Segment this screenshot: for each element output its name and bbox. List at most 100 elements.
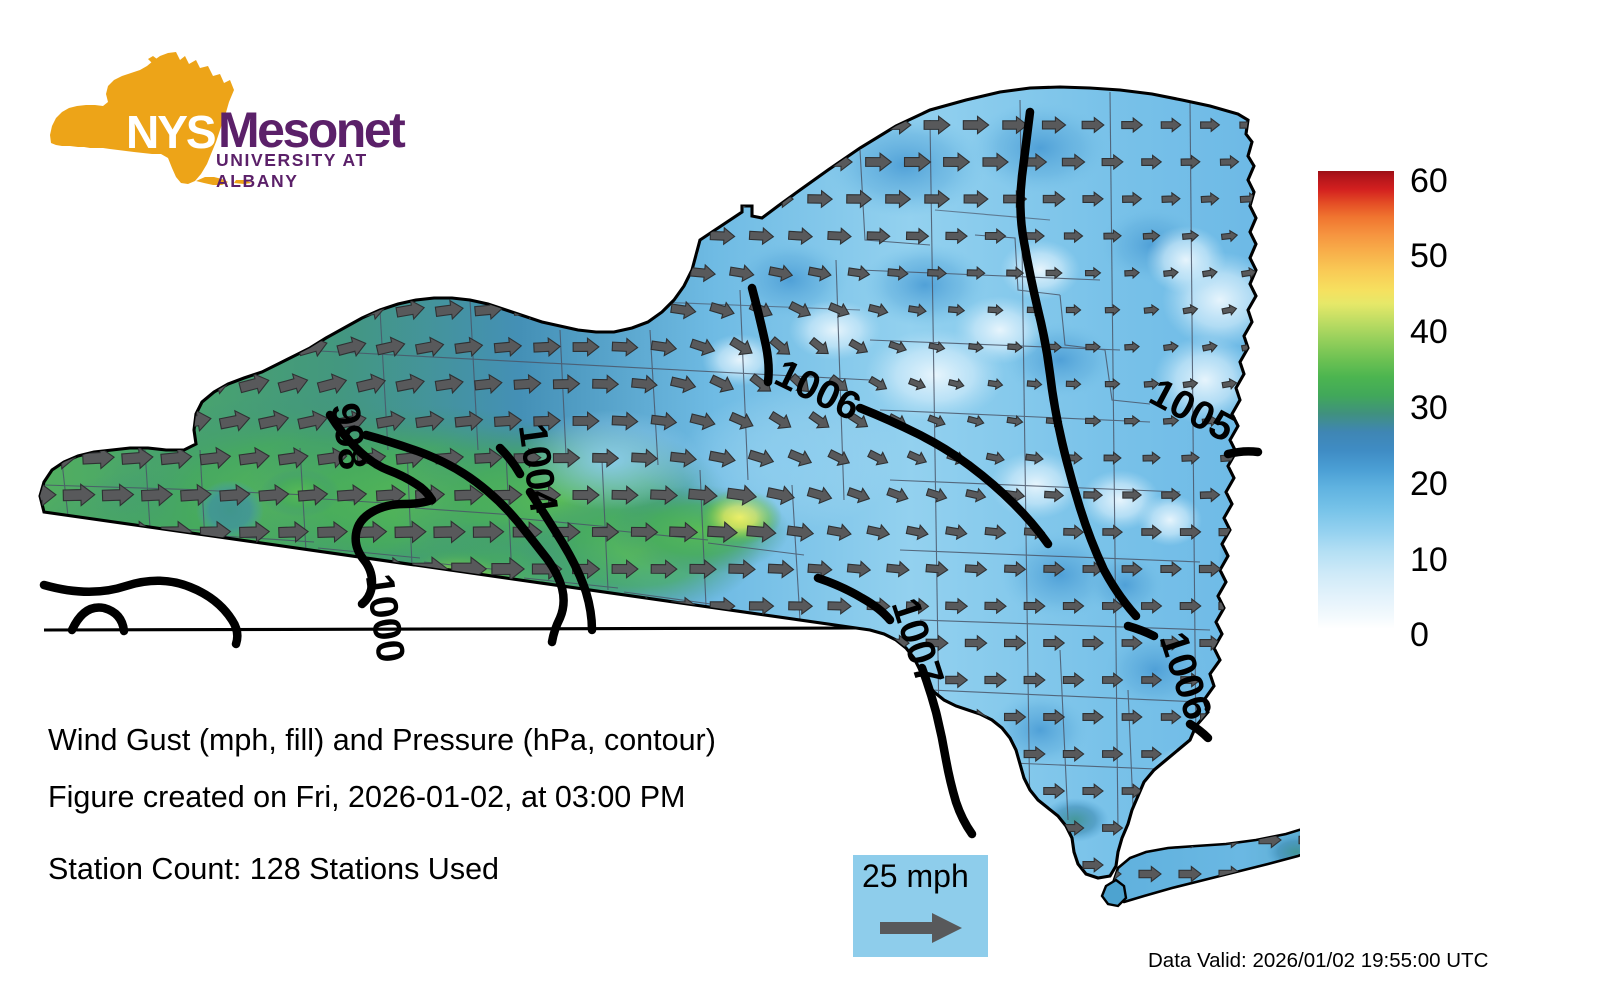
wind-arrow — [572, 411, 600, 431]
wind-arrow — [160, 224, 193, 248]
wind-arrow — [552, 152, 581, 172]
wind-arrow — [729, 336, 753, 356]
wind-arrow — [257, 336, 289, 358]
wind-arrow — [160, 668, 193, 692]
wind-arrow — [218, 335, 251, 358]
wind-arrow — [1121, 783, 1143, 799]
figure-created-timestamp: Figure created on Fri, 2026-01-02, at 03… — [48, 780, 686, 814]
wind-arrow — [690, 189, 717, 209]
wind-arrow — [827, 227, 852, 245]
wind-arrow — [40, 261, 57, 285]
wind-arrow — [827, 745, 852, 763]
wind-arrow — [218, 261, 251, 284]
wind-arrow — [905, 523, 929, 541]
wind-arrow — [1201, 340, 1218, 353]
wind-arrow — [83, 891, 114, 912]
wind-arrow — [1280, 415, 1297, 427]
wind-arrow — [632, 893, 657, 910]
wind-arrow — [1143, 303, 1160, 317]
wind-arrow — [454, 484, 484, 506]
wind-arrow — [1043, 561, 1065, 577]
wind-arrow — [473, 668, 505, 692]
wind-arrow — [491, 631, 525, 655]
wind-arrow — [317, 447, 348, 469]
wind-arrow — [258, 409, 290, 432]
wind-arrow — [592, 670, 620, 690]
wind-arrow — [42, 298, 77, 322]
wind-arrow — [121, 446, 154, 470]
wind-arrow — [161, 892, 191, 913]
wind-arrow — [827, 671, 852, 689]
wind-arrow — [258, 631, 290, 655]
wind-arrow — [572, 485, 600, 505]
wind-arrow — [689, 559, 717, 579]
wind-arrow — [1258, 525, 1279, 539]
wind-arrow — [1161, 487, 1182, 503]
wind-arrow — [885, 189, 912, 209]
wind-arrow — [180, 187, 212, 211]
wind-arrow — [415, 410, 445, 432]
wind-arrow — [788, 744, 814, 764]
wind-arrow — [984, 819, 1007, 837]
wind-arrow — [1201, 266, 1218, 280]
wind-arrow — [317, 668, 348, 692]
wind-arrow — [846, 189, 873, 209]
wind-arrow — [806, 486, 833, 505]
wind-arrow — [1081, 116, 1105, 134]
wind-arrow — [1198, 560, 1222, 578]
wind-arrow — [1141, 820, 1163, 836]
wind-arrow — [474, 447, 503, 469]
wind-arrow — [1200, 191, 1220, 206]
wind-arrow — [709, 818, 736, 838]
wind-arrow — [984, 745, 1007, 763]
wind-arrow — [159, 372, 193, 396]
wind-arrow — [984, 524, 1007, 541]
wind-arrow — [1160, 117, 1182, 133]
wind-arrow — [1062, 745, 1085, 763]
wind-arrow — [336, 262, 367, 284]
wind-arrow — [1023, 745, 1046, 763]
wind-arrow — [533, 410, 561, 431]
wind-arrow — [1024, 895, 1045, 909]
wind-arrow — [1063, 228, 1084, 244]
wind-arrow — [199, 298, 232, 321]
wind-arrow — [1221, 303, 1238, 316]
wind-arrow — [1278, 562, 1298, 576]
wind-arrow — [1121, 709, 1143, 725]
wind-arrow — [356, 817, 387, 839]
wind-arrow — [729, 707, 755, 727]
wind-arrow — [533, 262, 561, 283]
wind-arrow — [866, 745, 891, 763]
wind-arrow — [1063, 524, 1085, 540]
wind-arrow — [766, 485, 795, 506]
wind-arrow — [297, 262, 329, 284]
wind-arrow — [82, 150, 116, 174]
wind-arrow — [356, 373, 387, 395]
wind-arrow — [1279, 119, 1297, 131]
wind-arrow — [474, 151, 503, 173]
wind-arrow — [1085, 340, 1101, 354]
wind-arrow — [1220, 896, 1239, 909]
wind-arrow — [435, 817, 465, 839]
wind-arrow — [1180, 820, 1201, 836]
wind-arrow — [1238, 487, 1256, 503]
wind-arrow — [533, 114, 561, 136]
wind-arrow — [591, 595, 620, 617]
wind-arrow — [984, 228, 1007, 244]
wind-arrow — [984, 671, 1007, 689]
wind-arrow — [707, 521, 738, 544]
wind-arrow — [472, 520, 505, 544]
wind-arrow — [44, 891, 76, 913]
wind-arrow — [1102, 598, 1124, 614]
wind-arrow — [62, 631, 96, 655]
wind-arrow — [828, 894, 851, 910]
wind-arrow — [1239, 783, 1256, 799]
wind-arrow — [846, 560, 872, 578]
wind-arrow — [650, 189, 678, 209]
reference-arrow-icon — [880, 913, 962, 943]
wind-arrow — [1142, 895, 1161, 908]
wind-arrow — [121, 668, 154, 692]
wind-arrow — [199, 668, 232, 692]
wind-arrow — [199, 224, 232, 248]
wind-arrow — [180, 557, 212, 581]
